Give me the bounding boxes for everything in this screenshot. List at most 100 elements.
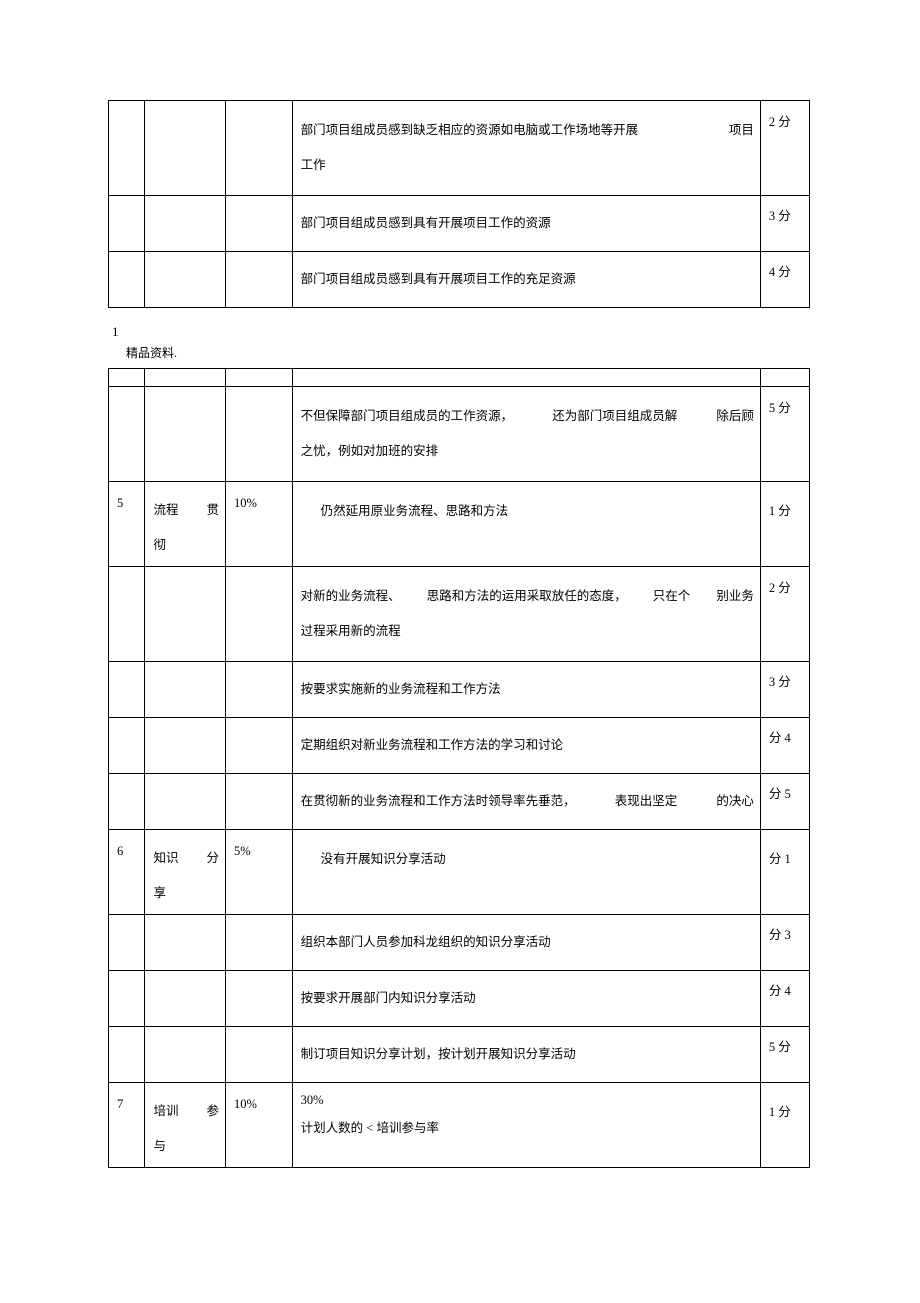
- table-row: 制订项目知识分享计划，按计划开展知识分享活动 5 分: [109, 1027, 810, 1083]
- table-row: 6 知识 分 享 5% 没有开展知识分享活动 分 1: [109, 830, 810, 915]
- cell-name: [145, 567, 226, 662]
- cell-desc: 在贯彻新的业务流程和工作方法时领导率先垂范， 表现出坚定 的决心: [292, 774, 760, 830]
- cell-score: 分 4: [760, 718, 809, 774]
- cell-weight: [226, 196, 293, 252]
- table-row: 部门项目组成员感到具有开展项目工作的资源 3 分: [109, 196, 810, 252]
- cell-desc: 部门项目组成员感到具有开展项目工作的资源: [292, 196, 760, 252]
- table-row: 定期组织对新业务流程和工作方法的学习和讨论 分 4: [109, 718, 810, 774]
- cell-name: [145, 971, 226, 1027]
- cell-weight: [226, 718, 293, 774]
- cell-weight: 5%: [226, 830, 293, 915]
- table-row: 对新的业务流程、 思路和方法的运用采取放任的态度， 只在个 别业务 过程采用新的…: [109, 567, 810, 662]
- cell-score: 2 分: [760, 567, 809, 662]
- cell-weight: [226, 971, 293, 1027]
- name-text: 享: [153, 876, 219, 911]
- cell-score: 2 分: [760, 101, 809, 196]
- table-row: 部门项目组成员感到缺乏相应的资源如电脑或工作场地等开展 项目 工作 2 分: [109, 101, 810, 196]
- cell-score: 3 分: [760, 662, 809, 718]
- cell-name: [145, 252, 226, 308]
- desc-text: 过程采用新的流程: [301, 614, 754, 649]
- desc-text: 计划人数的 < 培训参与率: [301, 1115, 754, 1143]
- cell-idx: [109, 971, 145, 1027]
- cell-weight: [226, 662, 293, 718]
- cell-name: [145, 718, 226, 774]
- cell-idx: 7: [109, 1083, 145, 1168]
- desc-text: 在贯彻新的业务流程和工作方法时领导率先垂范，: [301, 784, 576, 819]
- cell-desc: 制订项目知识分享计划，按计划开展知识分享活动: [292, 1027, 760, 1083]
- name-text: 分: [207, 841, 220, 876]
- document-page: 部门项目组成员感到缺乏相应的资源如电脑或工作场地等开展 项目 工作 2 分 部门…: [0, 0, 920, 1228]
- desc-text: 除后顾: [716, 399, 754, 434]
- table-row: 5 流程 贯 彻 10% 仍然延用原业务流程、思路和方法 1 分: [109, 482, 810, 567]
- table-row: 7 培训 参 与 10% 30% 计划人数的 < 培训参与率 1 分: [109, 1083, 810, 1168]
- table-row: [109, 369, 810, 387]
- cell-idx: 6: [109, 830, 145, 915]
- cell-weight: 10%: [226, 482, 293, 567]
- cell-idx: [109, 662, 145, 718]
- cell-name: [145, 915, 226, 971]
- name-text: 与: [153, 1129, 219, 1164]
- desc-text: 工作: [301, 148, 754, 183]
- table-row: 不但保障部门项目组成员的工作资源， 还为部门项目组成员解 除后顾 之忧，例如对加…: [109, 387, 810, 482]
- cell-idx: [109, 101, 145, 196]
- scoring-table-2: 不但保障部门项目组成员的工作资源， 还为部门项目组成员解 除后顾 之忧，例如对加…: [108, 368, 810, 1168]
- cell-score: [760, 369, 809, 387]
- cell-idx: [109, 387, 145, 482]
- cell-name: [145, 101, 226, 196]
- cell-idx: [109, 196, 145, 252]
- cell-name: 流程 贯 彻: [145, 482, 226, 567]
- cell-desc: 没有开展知识分享活动: [292, 830, 760, 915]
- cell-score: 5 分: [760, 1027, 809, 1083]
- cell-weight: 10%: [226, 1083, 293, 1168]
- cell-idx: 5: [109, 482, 145, 567]
- cell-score: 1 分: [760, 482, 809, 567]
- cell-idx: [109, 369, 145, 387]
- footer-page-num: 1: [112, 324, 810, 340]
- cell-desc: [292, 369, 760, 387]
- cell-desc: 按要求实施新的业务流程和工作方法: [292, 662, 760, 718]
- cell-name: [145, 662, 226, 718]
- cell-desc: 30% 计划人数的 < 培训参与率: [292, 1083, 760, 1168]
- cell-score: 5 分: [760, 387, 809, 482]
- table-row: 部门项目组成员感到具有开展项目工作的充足资源 4 分: [109, 252, 810, 308]
- table-row: 在贯彻新的业务流程和工作方法时领导率先垂范， 表现出坚定 的决心 分 5: [109, 774, 810, 830]
- cell-score: 分 5: [760, 774, 809, 830]
- cell-score: 分 1: [760, 830, 809, 915]
- table-row: 按要求实施新的业务流程和工作方法 3 分: [109, 662, 810, 718]
- cell-desc: 对新的业务流程、 思路和方法的运用采取放任的态度， 只在个 别业务 过程采用新的…: [292, 567, 760, 662]
- cell-weight: [226, 774, 293, 830]
- desc-text: 还为部门项目组成员解: [552, 399, 677, 434]
- cell-desc: 不但保障部门项目组成员的工作资源， 还为部门项目组成员解 除后顾 之忧，例如对加…: [292, 387, 760, 482]
- footer-note: 精品资料.: [126, 346, 177, 360]
- desc-text: 对新的业务流程、: [301, 579, 401, 614]
- cell-idx: [109, 774, 145, 830]
- desc-text: 部门项目组成员感到缺乏相应的资源如电脑或工作场地等开展: [301, 113, 639, 148]
- cell-desc: 按要求开展部门内知识分享活动: [292, 971, 760, 1027]
- cell-weight: [226, 101, 293, 196]
- cell-desc: 部门项目组成员感到具有开展项目工作的充足资源: [292, 252, 760, 308]
- scoring-table-1: 部门项目组成员感到缺乏相应的资源如电脑或工作场地等开展 项目 工作 2 分 部门…: [108, 100, 810, 308]
- cell-weight: [226, 1027, 293, 1083]
- desc-text: 之忧，例如对加班的安排: [301, 434, 754, 469]
- cell-score: 分 3: [760, 915, 809, 971]
- cell-idx: [109, 915, 145, 971]
- table-row: 按要求开展部门内知识分享活动 分 4: [109, 971, 810, 1027]
- cell-idx: [109, 567, 145, 662]
- cell-desc: 组织本部门人员参加科龙组织的知识分享活动: [292, 915, 760, 971]
- cell-idx: [109, 718, 145, 774]
- cell-weight: [226, 252, 293, 308]
- name-text: 知识: [153, 841, 178, 876]
- cell-name: [145, 369, 226, 387]
- cell-name: 培训 参 与: [145, 1083, 226, 1168]
- desc-text: 思路和方法的运用采取放任的态度，: [427, 579, 627, 614]
- page-footer: 1 精品资料.: [112, 324, 810, 362]
- cell-desc: 定期组织对新业务流程和工作方法的学习和讨论: [292, 718, 760, 774]
- cell-desc: 仍然延用原业务流程、思路和方法: [292, 482, 760, 567]
- cell-weight: [226, 567, 293, 662]
- cell-desc: 部门项目组成员感到缺乏相应的资源如电脑或工作场地等开展 项目 工作: [292, 101, 760, 196]
- desc-text: 的决心: [716, 784, 754, 819]
- desc-text: 只在个: [653, 579, 691, 614]
- cell-name: [145, 196, 226, 252]
- name-text: 流程: [153, 493, 178, 528]
- desc-text: 别业务: [716, 579, 754, 614]
